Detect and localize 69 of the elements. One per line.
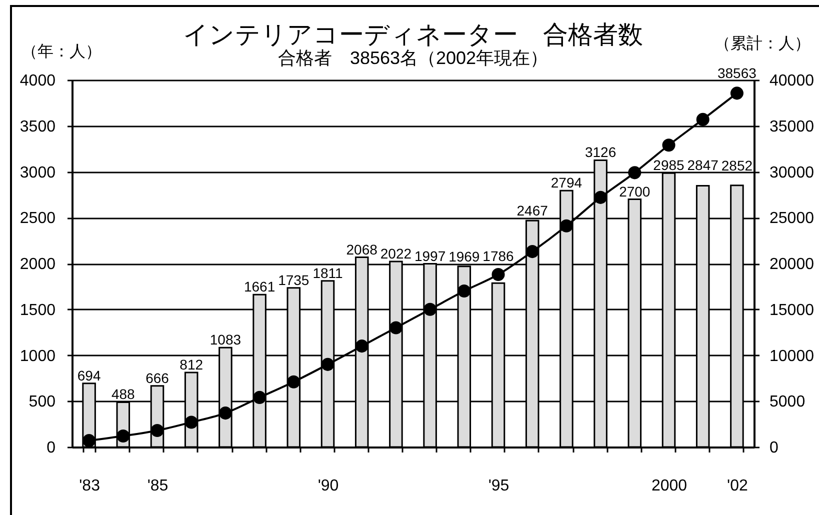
y-tick-label: 1000: [20, 348, 56, 365]
point: [662, 138, 676, 152]
data-label: 1786: [482, 248, 514, 264]
point: [218, 406, 232, 420]
point: [458, 284, 471, 298]
point: [560, 219, 573, 232]
y2-axis-title: （累計：人）: [714, 34, 810, 52]
data-label: 1661: [244, 278, 276, 295]
point: [628, 166, 642, 180]
data-label: 812: [180, 356, 204, 372]
y-tick-label: 0: [46, 440, 56, 456]
y2-tick-label: 10000: [770, 348, 814, 365]
point: [287, 375, 300, 388]
data-label: 2467: [516, 202, 548, 219]
data-label: 3126: [584, 144, 616, 160]
y2-tick-label: 5000: [770, 394, 806, 411]
data-label: 1997: [414, 248, 446, 264]
y-tick-label: 500: [28, 394, 56, 411]
data-label: 2852: [721, 157, 753, 174]
y-tick-label: 4000: [20, 72, 56, 90]
chart-subtitle: 合格者 38563名（2002年現在）: [278, 48, 548, 68]
x-tick-label: 2000: [651, 478, 688, 494]
point: [116, 429, 130, 442]
point: [389, 321, 402, 334]
data-label: 488: [111, 386, 136, 402]
y2-tick-label: 20000: [770, 256, 814, 273]
x-tick-label: '90: [318, 478, 339, 494]
y2-tick-label: 40000: [770, 72, 814, 90]
point: [355, 340, 368, 353]
point: [526, 245, 539, 258]
y2-tick-label: 35000: [770, 118, 814, 136]
x-tick-label: '02: [727, 478, 748, 494]
data-label: 2700: [619, 183, 650, 200]
data-label: 1735: [278, 272, 310, 288]
y2-tick-label: 25000: [770, 210, 814, 228]
y2-tick-label: 15000: [770, 302, 814, 319]
x-tick-label: '83: [79, 478, 100, 494]
data-label: 666: [146, 370, 170, 386]
y-axis-title: （年：人）: [22, 44, 102, 60]
x-tick-label: '85: [147, 478, 168, 494]
y2-tick-label: 0: [770, 440, 778, 456]
data-label: 1083: [210, 332, 242, 348]
point: [730, 86, 744, 100]
data-label: 694: [77, 367, 101, 384]
data-label: 2022: [380, 245, 412, 262]
point: [253, 390, 266, 404]
y-tick-label: 2500: [20, 210, 56, 228]
y-tick-label: 2000: [20, 256, 56, 273]
point: [184, 416, 198, 429]
y-tick-label: 3500: [20, 118, 56, 136]
x-tick-label: '95: [488, 478, 510, 494]
data-label: 2985: [653, 157, 685, 174]
data-label: 1969: [448, 248, 480, 264]
data-label: 2847: [687, 156, 719, 173]
data-label: 2068: [346, 241, 378, 258]
chart-title: インテリアコーディネーター 合格者数: [183, 21, 643, 49]
y-tick-label: 3000: [20, 164, 56, 182]
point: [321, 358, 334, 371]
point: [82, 434, 96, 448]
point: [150, 424, 164, 437]
point: [696, 112, 710, 126]
y2-tick-label: 30000: [770, 164, 814, 182]
data-label: 38563: [717, 64, 757, 81]
data-label: 1811: [312, 264, 344, 281]
point: [594, 190, 608, 204]
data-label: 2794: [550, 174, 582, 191]
y-tick-label: 1500: [20, 302, 56, 319]
point: [492, 268, 505, 282]
point: [424, 302, 437, 316]
